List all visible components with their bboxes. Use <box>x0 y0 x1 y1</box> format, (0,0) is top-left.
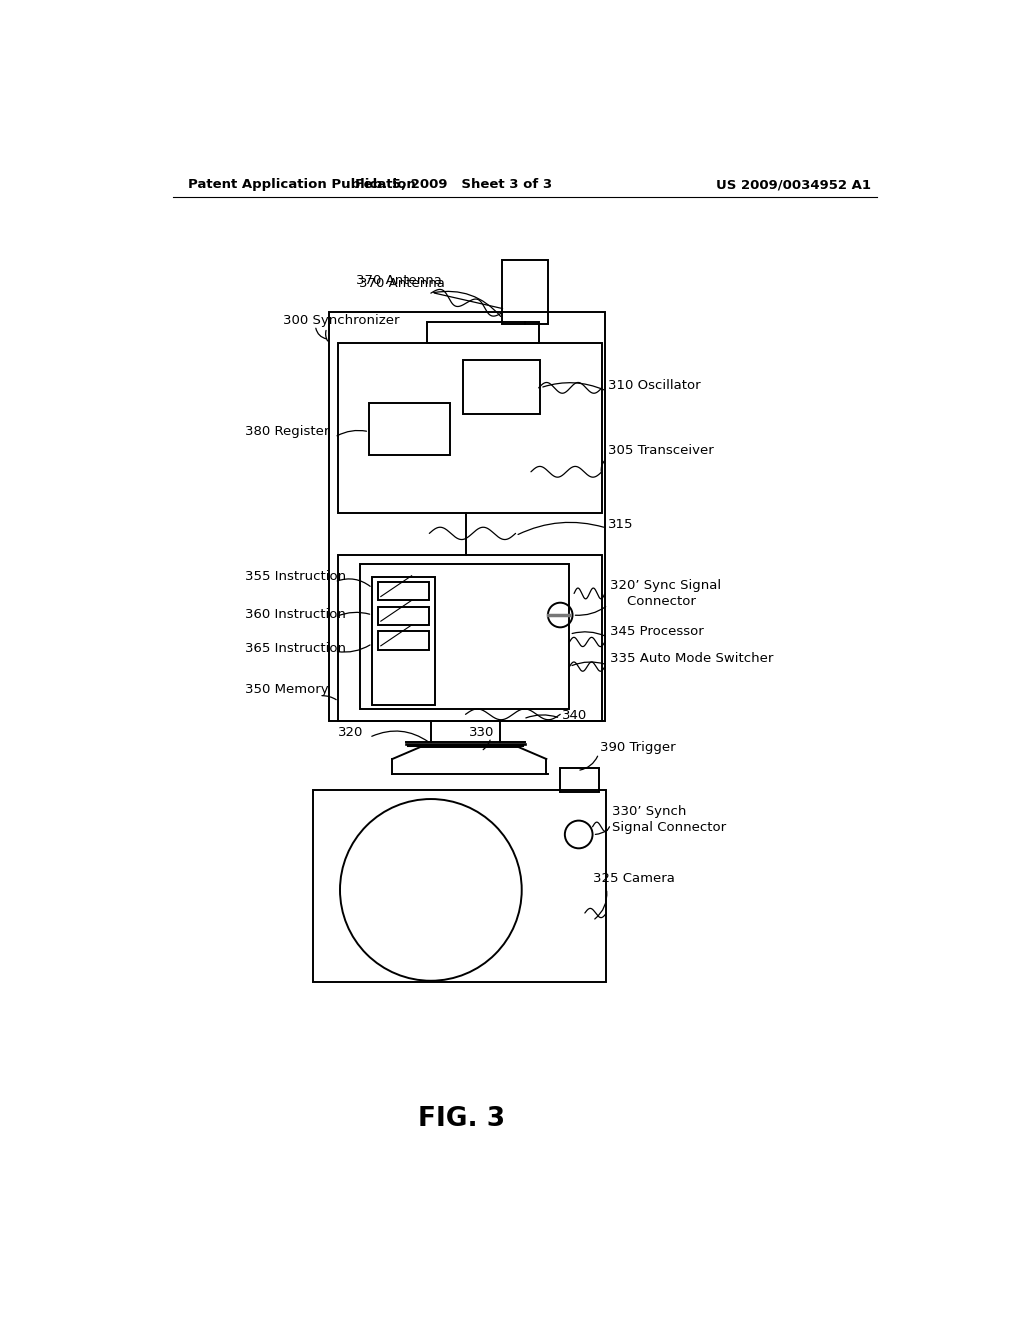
Bar <box>378 607 429 626</box>
Text: 355 Instruction: 355 Instruction <box>245 570 346 583</box>
Text: 365 Instruction: 365 Instruction <box>245 643 345 656</box>
Text: 350 Memory: 350 Memory <box>245 684 328 696</box>
Text: 325 Camera: 325 Camera <box>593 871 675 884</box>
Text: 310 Oscillator: 310 Oscillator <box>608 379 700 392</box>
Text: 335 Auto Mode Switcher: 335 Auto Mode Switcher <box>610 652 774 665</box>
Text: 305 Transceiver: 305 Transceiver <box>608 445 714 458</box>
Bar <box>560 768 599 792</box>
Bar <box>378 582 429 601</box>
Bar <box>313 789 605 982</box>
Text: 370 Antenna: 370 Antenna <box>355 273 441 286</box>
Bar <box>370 404 451 455</box>
Text: 345 Processor: 345 Processor <box>610 626 705 639</box>
Text: Feb. 5, 2009   Sheet 3 of 3: Feb. 5, 2009 Sheet 3 of 3 <box>355 178 553 191</box>
Bar <box>503 260 548 323</box>
Text: US 2009/0034952 A1: US 2009/0034952 A1 <box>716 178 870 191</box>
Text: 330’ Synch
Signal Connector: 330’ Synch Signal Connector <box>611 805 726 833</box>
Bar <box>463 360 541 414</box>
Bar <box>339 343 602 512</box>
Bar <box>373 577 435 705</box>
Text: 370 Antenna: 370 Antenna <box>359 277 445 289</box>
Text: 390 Trigger: 390 Trigger <box>600 741 676 754</box>
Text: Patent Application Publication: Patent Application Publication <box>188 178 416 191</box>
Text: 340: 340 <box>562 709 587 722</box>
Text: 315: 315 <box>608 517 634 531</box>
Text: 300 Synchronizer: 300 Synchronizer <box>283 314 399 326</box>
Text: 320’ Sync Signal
    Connector: 320’ Sync Signal Connector <box>610 579 721 609</box>
Text: 320: 320 <box>339 726 364 739</box>
Text: FIG. 3: FIG. 3 <box>418 1106 505 1133</box>
Bar <box>378 631 429 649</box>
Text: 330: 330 <box>469 726 495 739</box>
Text: 360 Instruction: 360 Instruction <box>245 607 345 620</box>
Text: 380 Register: 380 Register <box>245 425 329 438</box>
Bar <box>427 322 539 343</box>
Bar <box>360 564 569 709</box>
Bar <box>339 554 602 721</box>
Bar <box>330 313 605 721</box>
